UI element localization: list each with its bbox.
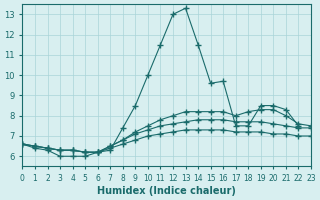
X-axis label: Humidex (Indice chaleur): Humidex (Indice chaleur) xyxy=(97,186,236,196)
